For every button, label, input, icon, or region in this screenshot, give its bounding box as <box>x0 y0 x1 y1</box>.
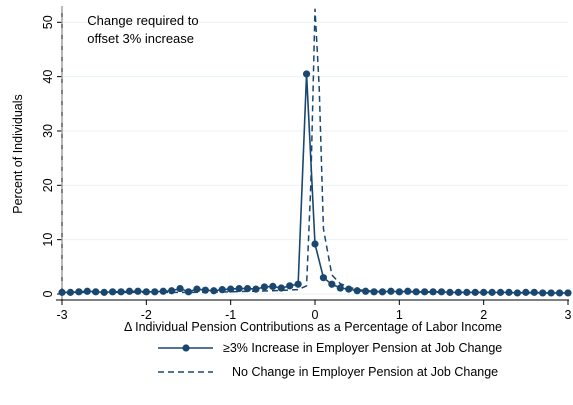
series-point-increase <box>302 70 311 78</box>
series-point-increase <box>564 289 572 297</box>
series-point-increase <box>100 288 108 296</box>
series-point-increase <box>429 288 437 296</box>
legend-item-1: ≥3% Increase in Employer Pension at Job … <box>158 341 502 355</box>
series-point-increase <box>159 287 167 295</box>
series-point-increase <box>555 289 564 297</box>
series-point-increase <box>463 288 471 296</box>
y-axis-label: Percent of Individuals <box>11 94 25 214</box>
y-tick-label: 10 <box>41 233 55 247</box>
x-axis-label: Δ Individual Pension Contributions as a … <box>124 320 502 334</box>
series-point-increase <box>75 288 83 296</box>
series-point-increase <box>142 288 150 296</box>
legend-item-2: No Change in Employer Pension at Job Cha… <box>158 365 498 379</box>
series-point-increase <box>92 288 100 296</box>
series-point-increase <box>176 284 184 293</box>
series-point-increase <box>134 287 142 295</box>
series-point-increase <box>395 288 403 296</box>
legend: ≥3% Increase in Employer Pension at Job … <box>158 341 502 379</box>
legend-label-1: ≥3% Increase in Employer Pension at Job … <box>223 341 502 355</box>
series-point-increase <box>547 289 555 297</box>
series-point-increase <box>353 287 361 295</box>
series-point-increase <box>370 288 378 296</box>
annotation-line-2: offset 3% increase <box>87 31 194 46</box>
series-point-increase <box>311 240 319 248</box>
series-point-increase <box>404 287 412 295</box>
series-point-increase <box>193 285 201 293</box>
y-tick-label: 40 <box>41 70 55 84</box>
series-point-increase <box>488 288 496 296</box>
x-tick-label: -2 <box>141 308 152 322</box>
series-point-increase <box>412 288 420 296</box>
series-point-increase <box>471 288 479 296</box>
series-point-increase <box>336 284 344 292</box>
y-tick-label: 0 <box>41 290 55 297</box>
series-point-increase <box>260 283 268 291</box>
series-point-increase <box>109 288 117 296</box>
series-point-increase <box>210 287 218 295</box>
series-point-increase <box>66 288 75 296</box>
annotation-line-1: Change required to <box>87 13 198 28</box>
y-tick-label: 30 <box>41 124 55 138</box>
series-point-increase <box>328 280 336 288</box>
series-point-increase <box>286 282 294 290</box>
series-point-increase <box>480 288 488 296</box>
series-point-increase <box>496 288 505 296</box>
series-point-increase <box>58 288 66 296</box>
series-point-increase <box>168 287 176 295</box>
series-point-increase <box>378 288 387 296</box>
x-tick-label: -1 <box>225 308 236 322</box>
annotation: Change required to offset 3% increase <box>87 13 198 46</box>
series-point-increase <box>294 280 302 288</box>
series-point-increase <box>437 288 446 296</box>
series-point-increase <box>513 289 522 297</box>
x-tick-label: 0 <box>312 308 319 322</box>
series-point-increase <box>387 287 395 295</box>
data-series <box>58 8 572 297</box>
series-point-increase <box>151 288 159 296</box>
series-point-increase <box>227 285 235 293</box>
series-point-increase <box>362 287 370 295</box>
series-point-increase <box>505 288 513 296</box>
series-point-increase <box>218 286 226 294</box>
series-point-increase <box>522 288 530 296</box>
y-tick-label: 20 <box>41 178 55 192</box>
series-point-increase <box>269 282 277 290</box>
x-tick-label: 2 <box>480 308 487 322</box>
series-point-increase <box>125 287 134 295</box>
axes: 0 10 20 30 40 50 -3 -2 -1 0 1 2 3 <box>41 6 572 322</box>
series-point-increase <box>446 288 454 296</box>
series-point-increase <box>83 287 91 295</box>
series-point-increase <box>117 288 125 296</box>
series-point-increase <box>345 285 353 293</box>
x-tick-label: -3 <box>56 308 67 322</box>
series-point-increase <box>454 288 462 296</box>
y-tick-label: 50 <box>41 15 55 29</box>
series-point-increase <box>235 284 243 293</box>
series-point-increase <box>252 285 260 293</box>
series-point-increase <box>530 288 538 296</box>
series-point-increase <box>421 288 429 296</box>
legend-swatch-marker <box>182 344 190 352</box>
series-point-increase <box>201 286 209 294</box>
series-point-increase <box>277 284 285 292</box>
x-tick-label: 3 <box>565 308 572 322</box>
series-point-increase <box>184 288 193 296</box>
legend-label-2: No Change in Employer Pension at Job Cha… <box>232 365 498 379</box>
series-point-increase <box>243 284 252 293</box>
x-tick-label: 1 <box>396 308 403 322</box>
series-point-increase <box>539 289 547 297</box>
series-point-increase <box>319 274 328 282</box>
